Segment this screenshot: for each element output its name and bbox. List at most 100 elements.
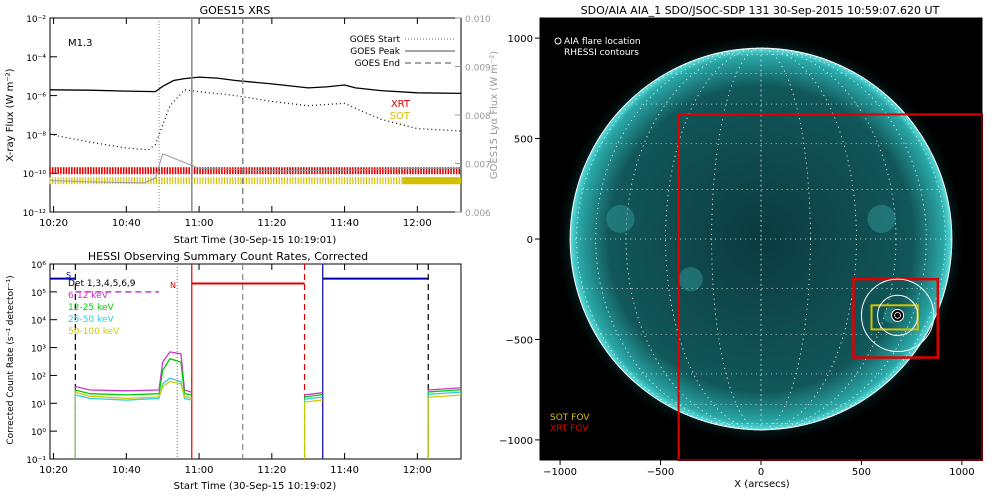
active-region-glow [867, 204, 896, 233]
aia-x-tick-label: 500 [852, 467, 871, 478]
longitude-line [665, 47, 857, 431]
aia-y-tick-label: −500 [506, 335, 533, 346]
longitude-line [625, 47, 897, 431]
goes-legend: GOES Start GOES Peak GOES End [350, 35, 455, 69]
hessi-y-ticks: 10⁻¹ 10⁰ 10¹ 10² 10³ 10⁴ 10⁵ 10⁶ [26, 261, 57, 466]
hessi-panel: HESSI Observing Summary Count Rates, Cor… [6, 250, 462, 492]
aia-x-axis-label: X (arcsecs) [734, 479, 790, 490]
hessi-x-ticks: 10:20 10:40 11:00 11:20 11:40 12:00 [39, 264, 432, 476]
aia-xrt-fov-label: XRT FOV [550, 424, 589, 434]
flare-outer-circle [860, 278, 935, 353]
hessi-x-tick-label: 10:40 [112, 465, 141, 476]
hessi-y-tick-label: 10¹ [31, 400, 46, 410]
hessi-segment [304, 394, 323, 398]
goes-title: GOES15 XRS [200, 4, 271, 17]
goes-short-line [49, 89, 462, 151]
goes-y-tick-label: 10⁻¹² [23, 209, 47, 219]
goes-y-tick-label: 10⁻² [26, 15, 46, 25]
aia-legend-rhessi: RHESSI contours [564, 48, 639, 58]
aia-y-tick-label: 500 [514, 135, 533, 146]
hessi-segment [428, 394, 462, 398]
goes-sot-label: SOT [390, 111, 411, 122]
hessi-y-tick-label: 10² [31, 372, 46, 382]
aia-x-tick-label: −1000 [543, 467, 577, 478]
goes-x-axis-label: Start Time (30-Sep-15 10:19:01) [174, 235, 337, 246]
goes-y-axis-label: X-ray Flux (W m⁻²) [5, 68, 16, 161]
goes-x-tick-label: 11:00 [185, 218, 214, 229]
goes-legend-peak: GOES Peak [350, 47, 400, 57]
goes-y2-tick-label: 0.010 [465, 15, 491, 25]
goes-flare-class: M1.3 [68, 38, 93, 49]
hessi-x-tick-label: 10:20 [39, 465, 68, 476]
aia-y-ticks: −1000 −500 0 500 1000 [499, 34, 540, 447]
hessi-y-tick-label: 10⁶ [31, 261, 46, 271]
goes-x-tick-label: 12:00 [403, 218, 432, 229]
hessi-det-label: Det 1,3,4,5,6,9 [68, 279, 136, 289]
hessi-title: HESSI Observing Summary Count Rates, Cor… [88, 250, 368, 263]
goes-x-ticks: 10:20 10:40 11:00 11:20 11:40 12:00 [39, 18, 432, 229]
hessi-legend-25-50: 25-50 keV [68, 315, 114, 325]
hessi-segment [428, 391, 462, 395]
hessi-x-tick-label: 11:00 [185, 465, 214, 476]
goes-series [49, 76, 462, 184]
hessi-y-axis-label: Corrected Count Rate (s⁻¹ detector⁻¹) [6, 275, 16, 444]
goes-y2-tick-label: 0.009 [465, 64, 491, 74]
hessi-state-s: S [66, 271, 71, 280]
aia-sot-fov-label: SOT FOV [550, 413, 590, 423]
hessi-segment [428, 387, 462, 391]
hessi-legend-6-12: 6-12 keV [68, 291, 109, 301]
aia-x-tick-label: 0 [758, 467, 764, 478]
goes-x-tick-label: 10:20 [39, 218, 68, 229]
goes-instrument-bars [49, 167, 461, 185]
hessi-x-tick-label: 12:00 [403, 465, 432, 476]
hessi-time-markers [74, 264, 429, 459]
aia-x-tick-label: −500 [647, 467, 674, 478]
goes-legend-start: GOES Start [350, 35, 401, 45]
flare-inner-circle [877, 294, 919, 336]
hessi-x-tick-label: 11:20 [257, 465, 286, 476]
goes-legend-end: GOES End [355, 59, 400, 69]
longitude-line [576, 47, 946, 431]
hessi-y-tick-label: 10⁵ [31, 289, 46, 299]
hessi-legend-12-25: 12-25 keV [68, 303, 114, 313]
hessi-x-axis-label: Start Time (30-Sep-15 10:19:02) [174, 481, 337, 492]
aia-flare-location-marker [894, 311, 902, 319]
aia-title: SDO/AIA AIA_1 SDO/JSOC-SDP 131 30-Sep-20… [581, 4, 940, 17]
goes-panel: GOES15 XRS 10:20 10:40 11:00 11:20 11:40 12:0… [5, 4, 500, 246]
goes-y2-axis-label: GOES15 Lyα Flux (W m⁻²) [489, 51, 500, 179]
goes-y-tick-label: 10⁻⁸ [26, 131, 46, 141]
hessi-segment [428, 389, 462, 393]
hessi-series-line [75, 351, 192, 393]
heliographic-grid [570, 47, 952, 431]
rhessi-contour [891, 308, 905, 322]
hessi-y-tick-label: 10⁻¹ [26, 456, 46, 466]
goes-time-markers [158, 18, 244, 212]
aia-legend-flare-location: AIA flare location [564, 37, 641, 47]
aia-x-ticks: −1000 −500 0 500 1000 [543, 460, 975, 478]
hessi-y-tick-label: 10⁴ [31, 317, 46, 327]
active-region-glow [678, 267, 703, 292]
aia-panel: SDO/AIA AIA_1 SDO/JSOC-SDP 131 30-Sep-20… [499, 4, 983, 490]
goes-y2-tick-label: 0.006 [465, 209, 491, 219]
goes-y-tick-label: 10⁻⁴ [26, 54, 46, 64]
goes-xrt-label: XRT [391, 99, 411, 110]
hessi-plot-frame [49, 263, 462, 460]
active-region-glow [606, 204, 635, 233]
aia-image [554, 32, 983, 461]
goes-lya-line [49, 153, 461, 184]
goes-y-tick-label: 10⁻¹⁰ [23, 170, 47, 180]
hessi-y-tick-label: 10⁰ [31, 428, 46, 438]
aia-y-tick-label: 1000 [508, 34, 533, 45]
goes-y2-ticks: 0.006 0.007 0.008 0.009 0.010 [455, 15, 491, 219]
goes-x-tick-label: 11:20 [257, 218, 286, 229]
hessi-series [49, 277, 462, 459]
longitude-line [711, 47, 811, 431]
goes-y-ticks: 10⁻¹² 10⁻¹⁰ 10⁻⁸ 10⁻⁶ 10⁻⁴ 10⁻² [23, 15, 57, 219]
hessi-legend-50-100: 50-100 keV [68, 327, 120, 337]
goes-long-line [49, 76, 462, 95]
goes-y2-tick-label: 0.007 [465, 161, 491, 171]
goes-x-tick-label: 11:40 [330, 218, 359, 229]
aia-legend: AIA flare location RHESSI contours [554, 37, 641, 58]
goes-y-tick-label: 10⁻⁶ [26, 93, 46, 103]
